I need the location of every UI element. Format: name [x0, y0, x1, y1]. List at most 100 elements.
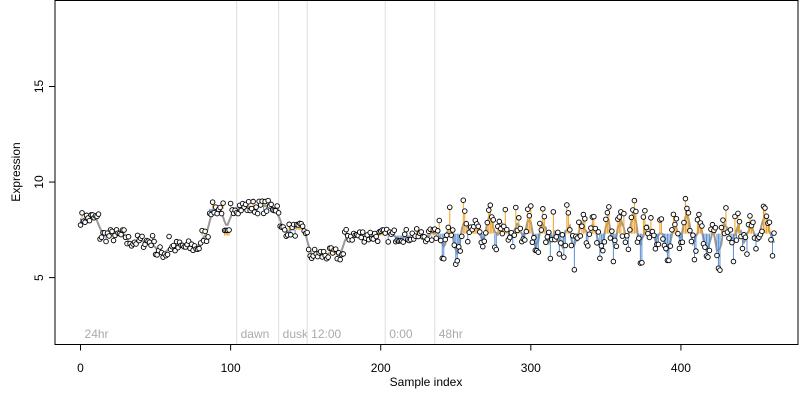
data-point: [736, 218, 743, 225]
x-tick-label: 0: [77, 361, 84, 375]
data-point: [622, 239, 629, 246]
data-point: [543, 239, 549, 246]
y-axis-title: Expression: [9, 142, 23, 201]
data-point: [681, 219, 687, 226]
data-point: [332, 246, 339, 252]
data-point: [441, 255, 447, 262]
region-label: dawn: [241, 327, 270, 341]
data-point: [607, 235, 614, 241]
data-point: [694, 216, 701, 223]
data-point: [438, 237, 444, 244]
data-point: [598, 243, 605, 249]
data-point: [299, 223, 306, 229]
data-point: [121, 227, 127, 233]
data-point: [254, 210, 261, 217]
data-point: [525, 206, 531, 212]
data-point: [546, 229, 552, 236]
data-point: [603, 216, 609, 223]
data-point: [594, 240, 600, 246]
y-tick-label: 15: [32, 80, 46, 94]
data-point: [535, 249, 542, 255]
data-point: [436, 217, 443, 224]
data-point: [424, 236, 431, 242]
data-point: [517, 225, 524, 232]
data-point: [667, 243, 674, 249]
data-point: [712, 224, 719, 231]
data-point: [487, 202, 494, 208]
data-point: [646, 234, 653, 241]
data-point: [705, 254, 711, 260]
data-point: [263, 208, 270, 214]
data-point: [513, 204, 519, 211]
data-point: [577, 233, 584, 239]
axes: 0 100 200 300 400 5 10 15: [32, 80, 691, 375]
data-point: [612, 237, 618, 244]
data-point: [164, 251, 171, 258]
region-label: 48hr: [439, 327, 463, 341]
data-point: [529, 239, 536, 246]
data-point: [561, 254, 567, 260]
data-point: [292, 233, 298, 239]
data-point: [196, 245, 202, 252]
data-point: [373, 233, 379, 240]
data-point: [540, 206, 546, 212]
data-point: [601, 239, 608, 245]
data-point: [106, 233, 112, 239]
data-point: [413, 226, 420, 232]
data-point: [666, 257, 672, 264]
data-point: [750, 219, 756, 226]
data-point: [565, 210, 572, 216]
data-point: [125, 233, 132, 240]
data-point: [714, 252, 720, 259]
data-point: [621, 210, 627, 217]
data-point: [118, 231, 124, 238]
data-point: [448, 232, 455, 238]
data-point: [660, 236, 666, 242]
data-point: [616, 214, 623, 220]
data-point: [619, 233, 626, 239]
data-point: [633, 208, 639, 215]
data-point: [157, 244, 163, 250]
data-point: [726, 235, 732, 241]
data-point: [639, 259, 645, 266]
data-point: [445, 224, 452, 231]
data-point: [675, 230, 681, 237]
y-tick-label: 5: [32, 274, 46, 281]
data-point: [562, 242, 569, 249]
data-point: [265, 197, 271, 204]
data-point: [526, 212, 533, 219]
data-point: [691, 256, 698, 263]
data-point: [730, 258, 737, 265]
data-point: [401, 231, 408, 237]
data-point: [507, 234, 513, 241]
data-point: [571, 267, 578, 273]
x-axis-title: Sample index: [390, 375, 463, 389]
data-point: [268, 201, 274, 208]
data-point: [510, 243, 516, 250]
data-point: [555, 229, 561, 236]
data-point: [444, 232, 450, 238]
data-point: [151, 238, 157, 245]
data-point: [220, 200, 226, 206]
data-point: [762, 205, 768, 211]
data-point: [103, 238, 109, 245]
data-point: [670, 211, 677, 218]
data-point: [550, 209, 557, 215]
data-point: [385, 239, 391, 245]
data-point: [465, 238, 471, 245]
data-point: [418, 229, 424, 235]
data-point: [528, 203, 534, 209]
data-point: [769, 253, 776, 259]
data-point: [766, 219, 773, 225]
data-point: [568, 242, 575, 249]
data-point: [609, 228, 615, 234]
data-point: [624, 233, 630, 239]
data-point: [250, 198, 256, 205]
data-point: [403, 226, 409, 233]
data-point: [337, 256, 343, 263]
region-lines: 24hr dawn dusk 12:00 0:00 48hr: [85, 0, 463, 345]
data-point: [281, 227, 288, 233]
data-point: [627, 227, 633, 233]
data-point: [576, 219, 582, 225]
